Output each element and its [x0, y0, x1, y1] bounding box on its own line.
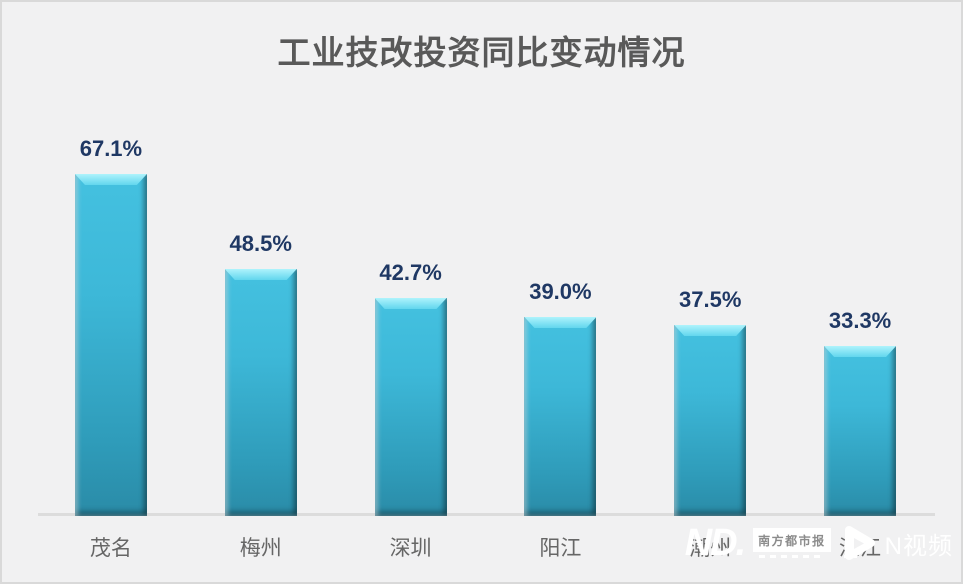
category-label: 梅州	[239, 537, 282, 560]
bar	[74, 174, 147, 516]
nandu-badge: 南方都市报	[753, 528, 831, 558]
bar-group-zhanjiang: 33.3%	[785, 0, 935, 516]
category-label: 阳江	[539, 537, 582, 560]
category-label: 深圳	[389, 537, 432, 560]
watermark: ND. 南方都市报 N视频	[685, 524, 953, 562]
bar-value-label: 33.3%	[828, 307, 892, 333]
bar	[224, 269, 297, 516]
bar	[824, 346, 897, 516]
bar	[374, 298, 447, 516]
nandu-logo: ND.	[684, 522, 746, 564]
nandu-badge-dots	[758, 555, 825, 558]
chart-title: 工业技改投资同比变动情况	[277, 34, 686, 71]
bars-container: 67.1% 48.5% 42.7% 39.0% 37.5% 33.3%	[36, 0, 935, 516]
category-label: 潮州	[689, 537, 732, 560]
x-axis-line	[38, 513, 935, 516]
bar-group-chaozhou: 37.5%	[635, 0, 785, 516]
bar-value-label: 67.1%	[79, 135, 143, 161]
bar-value-label: 42.7%	[379, 259, 442, 285]
bar-group-shenzhen: 42.7%	[336, 0, 486, 516]
category-label: 茂名	[89, 537, 132, 560]
bar	[524, 317, 597, 516]
bar-group-yangjiang: 39.0%	[485, 0, 635, 516]
bar-value-label: 37.5%	[679, 286, 742, 312]
play-icon	[843, 526, 875, 560]
bar	[674, 325, 747, 516]
plot-area: 67.1% 48.5% 42.7% 39.0% 37.5% 33.3%	[36, 0, 935, 516]
bar-value-label: 39.0%	[529, 278, 592, 304]
nandu-badge-text: 南方都市报	[753, 528, 831, 552]
bar-value-label: 48.5%	[229, 230, 292, 256]
bar-group-meizhou: 48.5%	[186, 0, 336, 516]
nvideo-label: N视频	[884, 532, 953, 560]
bar-group-maoming: 67.1%	[36, 0, 186, 516]
